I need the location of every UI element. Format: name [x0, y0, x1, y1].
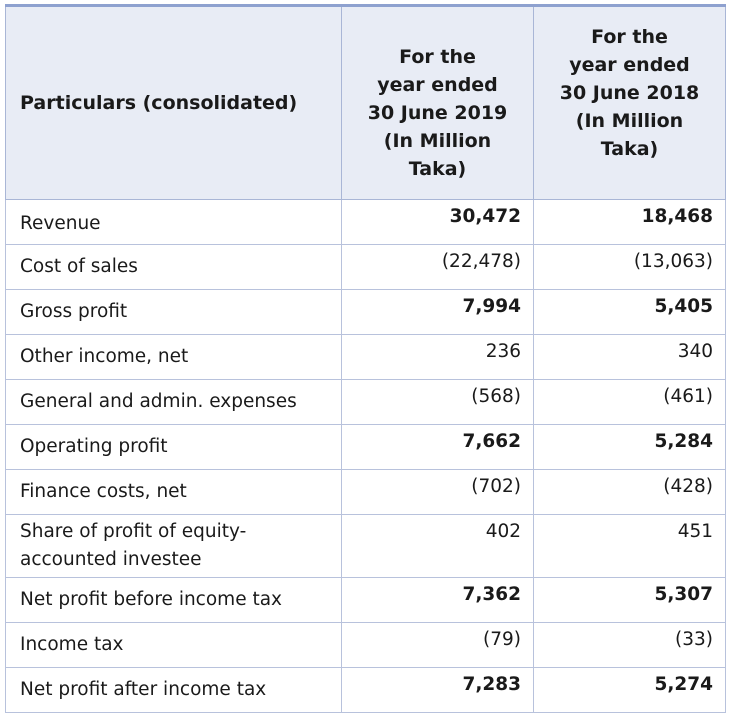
consolidated-financials-table: Particulars (consolidated) For the year … — [5, 4, 726, 713]
row-value-2018: 5,307 — [533, 577, 726, 623]
table-row-net-profit-after-tax: Net profit after income tax 7,283 5,274 — [5, 667, 726, 713]
table-row-operating-profit: Operating profit 7,662 5,284 — [5, 424, 726, 470]
row-label: Operating profit — [5, 424, 342, 470]
row-value-2019: 7,662 — [341, 424, 534, 470]
row-value-2018: (428) — [533, 469, 726, 515]
row-value-2018: 5,405 — [533, 289, 726, 335]
table-row-cost-of-sales: Cost of sales (22,478) (13,063) — [5, 244, 726, 290]
row-label: Share of profit of equity- accounted inv… — [5, 514, 342, 578]
row-value-2018: 340 — [533, 334, 726, 380]
table-row-gross-profit: Gross profit 7,994 5,405 — [5, 289, 726, 335]
header-2018-line: (In Million — [575, 110, 684, 132]
row-value-2018: (13,063) — [533, 244, 726, 290]
header-2019-line: 30 June 2019 — [367, 102, 508, 124]
row-label-line: accounted investee — [20, 549, 202, 570]
row-label: Net profit after income tax — [5, 667, 342, 713]
row-label: Net profit before income tax — [5, 577, 342, 623]
row-value-2019: 402 — [341, 514, 534, 578]
row-value-2019: (22,478) — [341, 244, 534, 290]
table-header-row: Particulars (consolidated) For the year … — [5, 5, 726, 200]
financial-table-container: Particulars (consolidated) For the year … — [5, 4, 726, 713]
header-2018-line: year ended — [569, 54, 690, 76]
row-value-2019: 7,283 — [341, 667, 534, 713]
row-value-2019: 7,994 — [341, 289, 534, 335]
row-value-2018: 5,284 — [533, 424, 726, 470]
header-2018-line: 30 June 2018 — [559, 82, 700, 104]
row-value-2018: (33) — [533, 622, 726, 668]
row-label: Other income, net — [5, 334, 342, 380]
row-value-2019: (79) — [341, 622, 534, 668]
table-row-income-tax: Income tax (79) (33) — [5, 622, 726, 668]
row-label: Cost of sales — [5, 244, 342, 290]
table-row-revenue: Revenue 30,472 18,468 — [5, 199, 726, 245]
header-2019-line: (In Million — [383, 130, 492, 152]
row-value-2019: (568) — [341, 379, 534, 425]
header-2018-line: For the — [591, 26, 668, 48]
row-label: Revenue — [5, 199, 342, 245]
header-2018-line: Taka) — [600, 138, 659, 160]
row-value-2018: (461) — [533, 379, 726, 425]
header-2019-line: Taka) — [408, 158, 467, 180]
header-year-2018: For the year ended 30 June 2018 (In Mill… — [533, 5, 726, 200]
table-row-other-income: Other income, net 236 340 — [5, 334, 726, 380]
header-2019-line: For the — [399, 46, 476, 68]
header-year-2019: For the year ended 30 June 2019 (In Mill… — [341, 5, 534, 200]
table-row-net-profit-before-tax: Net profit before income tax 7,362 5,307 — [5, 577, 726, 623]
row-value-2019: 7,362 — [341, 577, 534, 623]
table-row-share-of-profit: Share of profit of equity- accounted inv… — [5, 514, 726, 578]
row-value-2018: 18,468 — [533, 199, 726, 245]
row-value-2018: 451 — [533, 514, 726, 578]
row-label: Income tax — [5, 622, 342, 668]
row-value-2019: (702) — [341, 469, 534, 515]
row-value-2019: 30,472 — [341, 199, 534, 245]
header-particulars: Particulars (consolidated) — [5, 5, 342, 200]
row-label-line: Share of profit of equity- — [20, 521, 247, 542]
row-value-2019: 236 — [341, 334, 534, 380]
row-value-2018: 5,274 — [533, 667, 726, 713]
table-row-general-admin-expenses: General and admin. expenses (568) (461) — [5, 379, 726, 425]
row-label: Finance costs, net — [5, 469, 342, 515]
header-2019-line: year ended — [377, 74, 498, 96]
table-row-finance-costs: Finance costs, net (702) (428) — [5, 469, 726, 515]
row-label: Gross profit — [5, 289, 342, 335]
row-label: General and admin. expenses — [5, 379, 342, 425]
